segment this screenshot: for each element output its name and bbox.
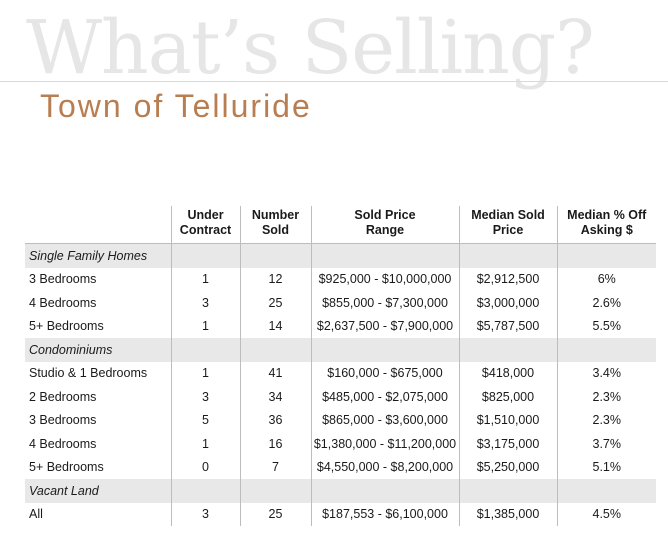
median-sold-price-cell: $1,510,000 xyxy=(458,408,557,432)
row-label: 2 Bedrooms xyxy=(29,389,97,404)
median-sold-price-cell: $3,175,000 xyxy=(458,432,557,456)
sales-table: Under Contract Number Sold Sold Price Rang… xyxy=(25,206,656,526)
number-sold-cell xyxy=(239,338,311,362)
sold-price-range-cell xyxy=(310,338,459,362)
section-header-row: Condominiums xyxy=(25,338,656,362)
table-row: All 3 25 $187,553 - $6,100,000 $1,385,000 4.5… xyxy=(25,502,656,526)
median-pct-off-cell xyxy=(556,479,656,503)
median-pct-off-cell: 2.6% xyxy=(556,291,656,315)
number-sold-cell: 7 xyxy=(239,455,311,479)
sold-price-range-cell: $865,000 - $3,600,000 xyxy=(310,408,459,432)
under-contract-cell: 0 xyxy=(170,455,240,479)
under-contract-cell: 5 xyxy=(170,408,240,432)
sold-price-range-cell: $4,550,000 - $8,200,000 xyxy=(310,455,459,479)
table-row: 3 Bedrooms 1 12 $925,000 - $10,000,000 $2,91… xyxy=(25,267,656,291)
number-sold-cell: 41 xyxy=(239,361,311,385)
median-sold-price-cell: $5,250,000 xyxy=(458,455,557,479)
median-sold-price-header: Median Sold Price xyxy=(458,206,557,244)
sold-price-range-header: Sold Price Range xyxy=(310,206,459,244)
number-sold-cell: 12 xyxy=(239,267,311,291)
table-row: 5+ Bedrooms 0 7 $4,550,000 - $8,200,000 $5,2… xyxy=(25,455,656,479)
number-sold-cell: 36 xyxy=(239,408,311,432)
table-row: 2 Bedrooms 3 34 $485,000 - $2,075,000 $825,0… xyxy=(25,385,656,409)
sold-price-range-cell: $160,000 - $675,000 xyxy=(310,361,459,385)
page-title: What’s Selling? xyxy=(26,5,595,91)
median-pct-off-cell: 3.4% xyxy=(556,361,656,385)
sold-price-range-cell: $925,000 - $10,000,000 xyxy=(310,267,459,291)
under-contract-cell: 1 xyxy=(170,314,240,338)
number-sold-cell: 25 xyxy=(239,291,311,315)
table-row: 5+ Bedrooms 1 14 $2,637,500 - $7,900,000 $5,… xyxy=(25,314,656,338)
median-pct-off-cell: 6% xyxy=(556,267,656,291)
number-sold-cell xyxy=(239,479,311,503)
page-subtitle: Town of Telluride xyxy=(40,88,312,124)
table-header-row: Under Contract Number Sold Sold Price Rang… xyxy=(25,206,656,244)
median-pct-off-cell: 3.7% xyxy=(556,432,656,456)
sold-price-range-cell xyxy=(310,479,459,503)
under-contract-cell: 3 xyxy=(170,291,240,315)
median-sold-price-cell xyxy=(458,479,557,503)
median-sold-price-cell: $825,000 xyxy=(458,385,557,409)
under-contract-cell: 1 xyxy=(170,267,240,291)
median-pct-off-cell xyxy=(556,338,656,362)
section-label: Single Family Homes xyxy=(25,243,171,268)
section-label: Condominiums xyxy=(25,338,171,362)
under-contract-cell: 3 xyxy=(170,502,240,526)
under-contract-cell: 1 xyxy=(170,361,240,385)
under-contract-cell xyxy=(170,338,240,362)
sold-price-range-cell: $187,553 - $6,100,000 xyxy=(310,502,459,526)
number-sold-cell: 14 xyxy=(239,314,311,338)
median-sold-price-cell: $5,787,500 xyxy=(458,314,557,338)
row-label: 3 Bedrooms xyxy=(29,272,97,287)
sold-price-range-cell: $855,000 - $7,300,000 xyxy=(310,291,459,315)
label-column-header xyxy=(25,206,171,244)
number-sold-cell: 34 xyxy=(239,385,311,409)
sold-price-range-cell: $2,637,500 - $7,900,000 xyxy=(310,314,459,338)
sold-price-range-cell: $1,380,000 - $11,200,000 xyxy=(310,432,459,456)
median-pct-off-cell xyxy=(556,243,656,268)
number-sold-cell: 16 xyxy=(239,432,311,456)
row-label: Studio & 1 Bedrooms xyxy=(29,366,148,381)
row-label: All xyxy=(29,507,43,522)
sold-price-range-cell xyxy=(310,243,459,268)
title-divider xyxy=(0,81,668,82)
table-row: 3 Bedrooms 5 36 $865,000 - $3,600,000 $1,510… xyxy=(25,408,656,432)
number-sold-cell xyxy=(239,243,311,268)
median-sold-price-cell: $418,000 xyxy=(458,361,557,385)
under-contract-cell xyxy=(170,243,240,268)
number-sold-cell: 25 xyxy=(239,502,311,526)
row-label: 3 Bedrooms xyxy=(29,413,97,428)
under-contract-cell: 3 xyxy=(170,385,240,409)
row-label: 4 Bedrooms xyxy=(29,295,97,310)
median-sold-price-cell: $1,385,000 xyxy=(458,502,557,526)
under-contract-cell: 1 xyxy=(170,432,240,456)
median-pct-off-cell: 4.5% xyxy=(556,502,656,526)
median-sold-price-cell xyxy=(458,243,557,268)
table-row: 4 Bedrooms 1 16 $1,380,000 - $11,200,000 $3,… xyxy=(25,432,656,456)
median-sold-price-cell: $2,912,500 xyxy=(458,267,557,291)
median-pct-off-header: Median % Off Asking $ xyxy=(556,206,656,244)
under-contract-cell xyxy=(170,479,240,503)
table-body: Single Family Homes 3 Bedrooms 1 12 $925,000… xyxy=(25,243,656,526)
section-header-row: Vacant Land xyxy=(25,479,656,503)
row-label: 5+ Bedrooms xyxy=(29,319,104,334)
sold-price-range-cell: $485,000 - $2,075,000 xyxy=(310,385,459,409)
section-header-row: Single Family Homes xyxy=(25,243,656,268)
section-label: Vacant Land xyxy=(25,479,171,503)
median-sold-price-cell: $3,000,000 xyxy=(458,291,557,315)
row-label: 5+ Bedrooms xyxy=(29,460,104,475)
table-row: 4 Bedrooms 3 25 $855,000 - $7,300,000 $3,000… xyxy=(25,291,656,315)
number-sold-header: Number Sold xyxy=(239,206,311,244)
under-contract-header: Under Contract xyxy=(170,206,240,244)
table-row: Studio & 1 Bedrooms 1 41 $160,000 - $675,00… xyxy=(25,361,656,385)
median-sold-price-cell xyxy=(458,338,557,362)
median-pct-off-cell: 5.1% xyxy=(556,455,656,479)
median-pct-off-cell: 5.5% xyxy=(556,314,656,338)
median-pct-off-cell: 2.3% xyxy=(556,408,656,432)
median-pct-off-cell: 2.3% xyxy=(556,385,656,409)
row-label: 4 Bedrooms xyxy=(29,436,97,451)
